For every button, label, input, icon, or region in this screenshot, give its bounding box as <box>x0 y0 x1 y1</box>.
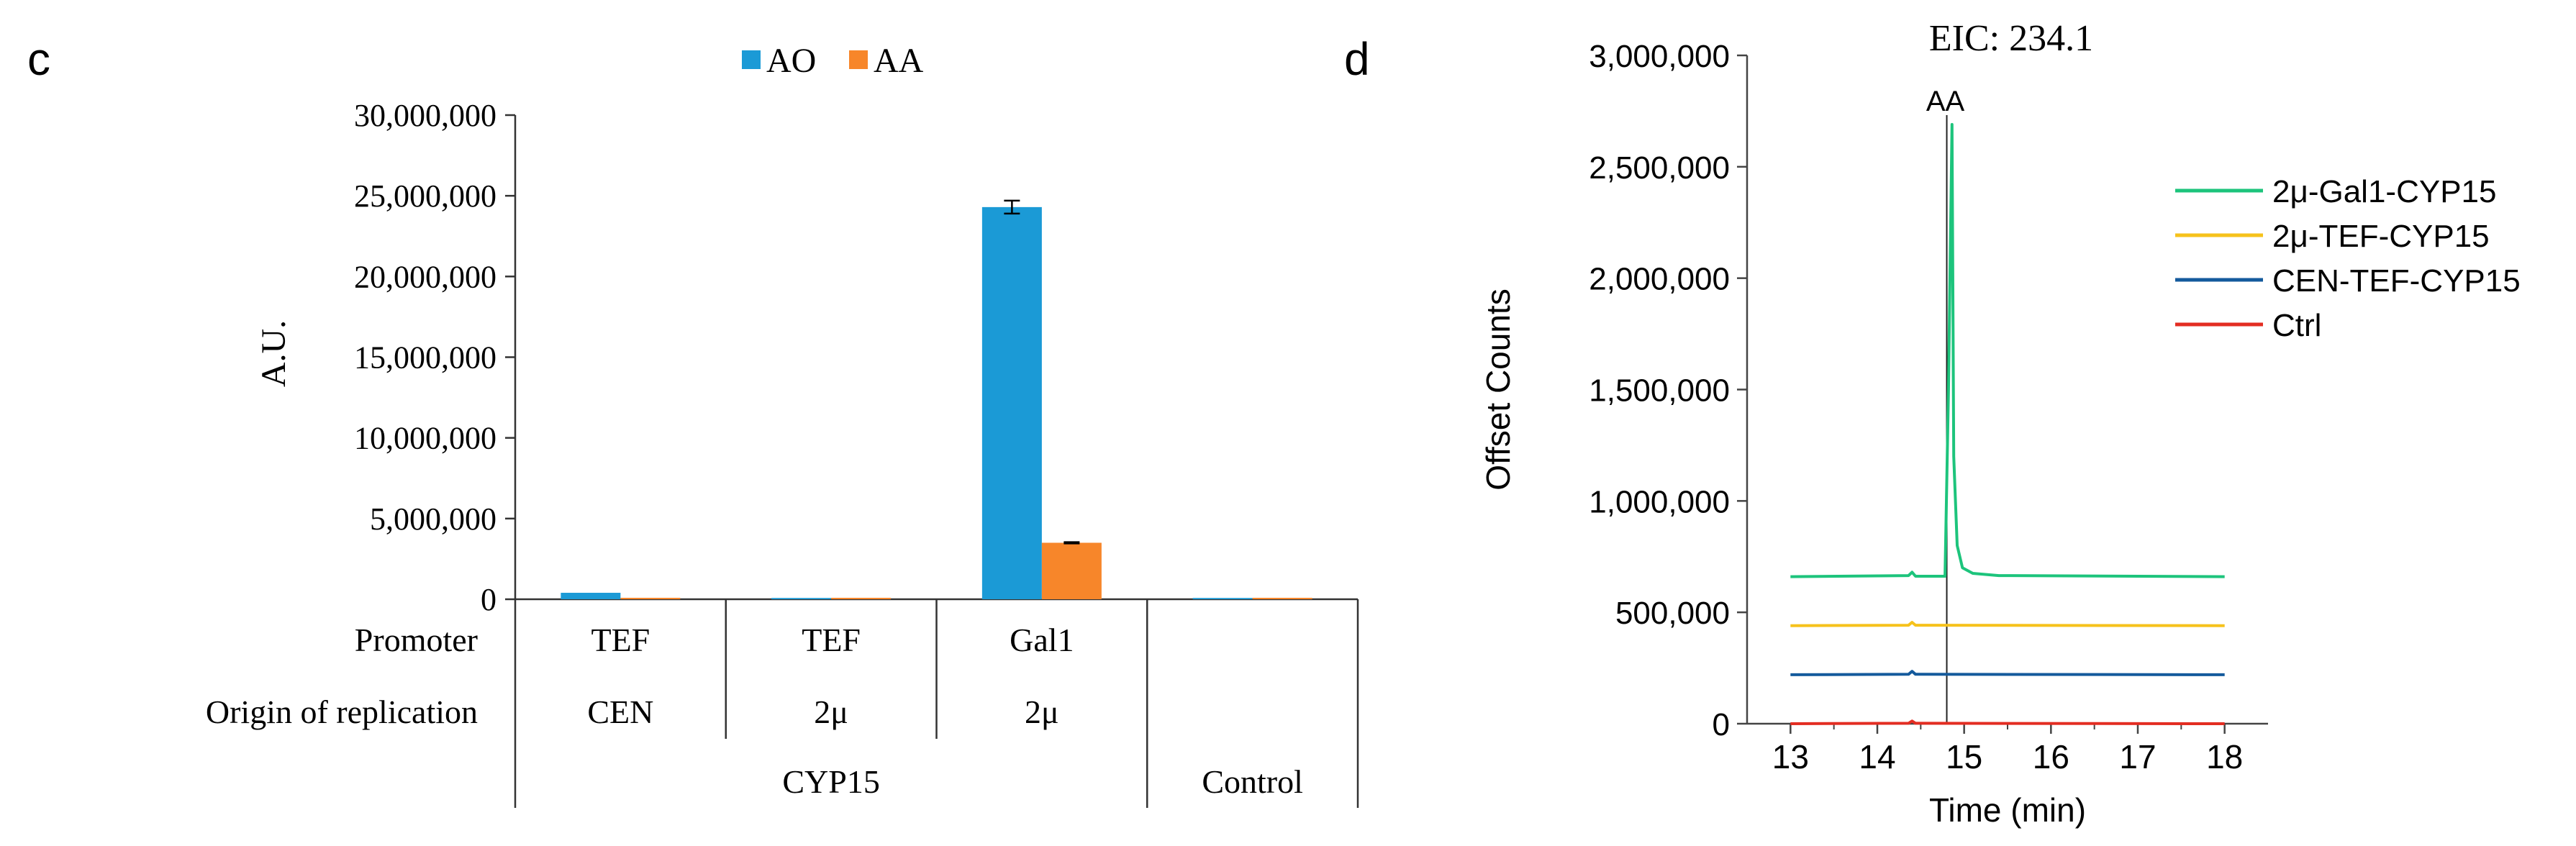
line-chart-panel-d: 0 500,000 1,000,000 1,500,000 2,000,000 2,500… <box>1479 18 2521 829</box>
series-line-ctrl <box>1790 719 2225 725</box>
legend-label-2: CEN-TEF-CYP15 <box>2272 263 2521 299</box>
bar-ao <box>561 593 621 599</box>
origin-label: 2μ <box>814 693 848 730</box>
bar-chart-panel-c: 0 5,000,000 10,000,000 15,000,000 20,000,000… <box>206 42 1359 808</box>
legend-label-3: Ctrl <box>2272 308 2321 343</box>
y-tick-label: 0 <box>481 582 496 617</box>
bar-ao <box>1192 598 1253 599</box>
y-axis-label: A.U. <box>255 320 293 387</box>
series-line-2-gal1-cyp15 <box>1790 123 2225 578</box>
x-axis-label: Time (min) <box>1929 791 2086 829</box>
y-tick-label: 0 <box>1713 707 1730 742</box>
y-tick-label: 500,000 <box>1615 596 1730 631</box>
legend-label-ao: AO <box>766 42 816 80</box>
group-label-control: Control <box>1202 763 1303 800</box>
y-tick-label: 20,000,000 <box>354 259 496 294</box>
y-tick-label: 2,500,000 <box>1589 150 1730 186</box>
chart-title: EIC: 234.1 <box>1929 18 2093 59</box>
y-tick-label: 30,000,000 <box>354 98 496 133</box>
bar-ao <box>771 598 832 599</box>
promoter-label: Gal1 <box>1010 622 1074 658</box>
series-line-cen-tef-cyp15 <box>1790 670 2225 676</box>
bar-aa <box>620 597 681 599</box>
y-tick-label: 1,500,000 <box>1589 373 1730 409</box>
row-label-promoter: Promoter <box>355 622 478 658</box>
y-tick-label: 2,000,000 <box>1589 262 1730 297</box>
origin-label: 2μ <box>1025 693 1059 730</box>
bar-aa <box>1041 542 1102 599</box>
x-tick-label: 18 <box>2206 738 2243 776</box>
panel-letter-d: d <box>1344 33 1370 85</box>
legend-swatch-aa <box>849 50 868 69</box>
y-axis-label: Offset Counts <box>1479 288 1517 490</box>
y-tick-label: 1,000,000 <box>1589 484 1730 519</box>
x-tick-label: 14 <box>1859 738 1895 776</box>
y-tick-label: 10,000,000 <box>354 421 496 456</box>
legend-label-0: 2μ-Gal1-CYP15 <box>2272 174 2496 209</box>
panel-letter-c: c <box>27 33 50 85</box>
x-tick-label: 15 <box>1946 738 1982 776</box>
y-tick-label: 15,000,000 <box>354 340 496 376</box>
x-tick-label: 13 <box>1772 738 1809 776</box>
bar-aa <box>831 597 892 599</box>
origin-label: CEN <box>587 693 653 730</box>
row-label-origin: Origin of replication <box>206 693 478 730</box>
group-label-cyp15: CYP15 <box>782 763 879 800</box>
annotation-label-aa: AA <box>1926 86 1965 117</box>
y-tick-label: 3,000,000 <box>1589 39 1730 74</box>
promoter-label: TEF <box>802 622 861 658</box>
legend-label-1: 2μ-TEF-CYP15 <box>2272 219 2490 254</box>
legend-label-aa: AA <box>874 42 924 80</box>
bar-aa <box>1252 597 1312 599</box>
legend-swatch-ao <box>742 50 761 69</box>
x-tick-label: 16 <box>2033 738 2069 776</box>
bar-ao <box>981 206 1042 599</box>
promoter-label: TEF <box>591 622 650 658</box>
y-tick-label: 25,000,000 <box>354 178 496 214</box>
x-tick-label: 17 <box>2119 738 2156 776</box>
series-line-2-tef-cyp15 <box>1790 621 2225 627</box>
y-tick-label: 5,000,000 <box>370 501 496 537</box>
